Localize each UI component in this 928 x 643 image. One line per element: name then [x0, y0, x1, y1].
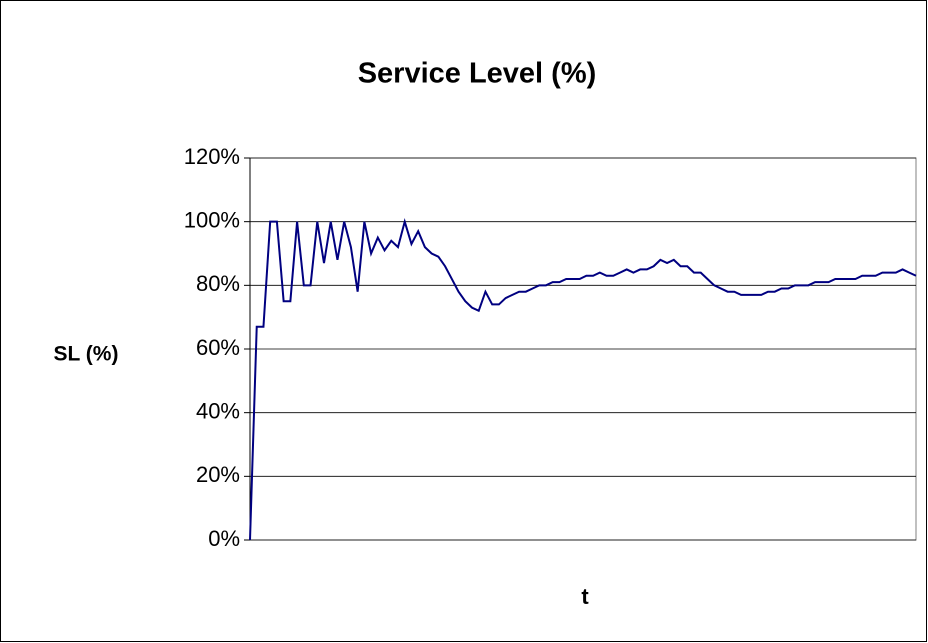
data-line	[249, 217, 917, 541]
y-axis-label: SL (%)	[54, 343, 119, 366]
y-tick-label: 80%	[196, 271, 240, 296]
y-tick-label: 20%	[196, 462, 240, 487]
y-tick-label: 100%	[184, 207, 240, 232]
y-tick-label: 0%	[208, 526, 240, 551]
y-tick-label: 40%	[196, 398, 240, 423]
x-axis-label: t	[581, 584, 589, 609]
y-tick-label: 60%	[196, 335, 240, 360]
chart-title: Service Level (%)	[358, 58, 597, 90]
y-tick-label: 120%	[184, 144, 240, 169]
